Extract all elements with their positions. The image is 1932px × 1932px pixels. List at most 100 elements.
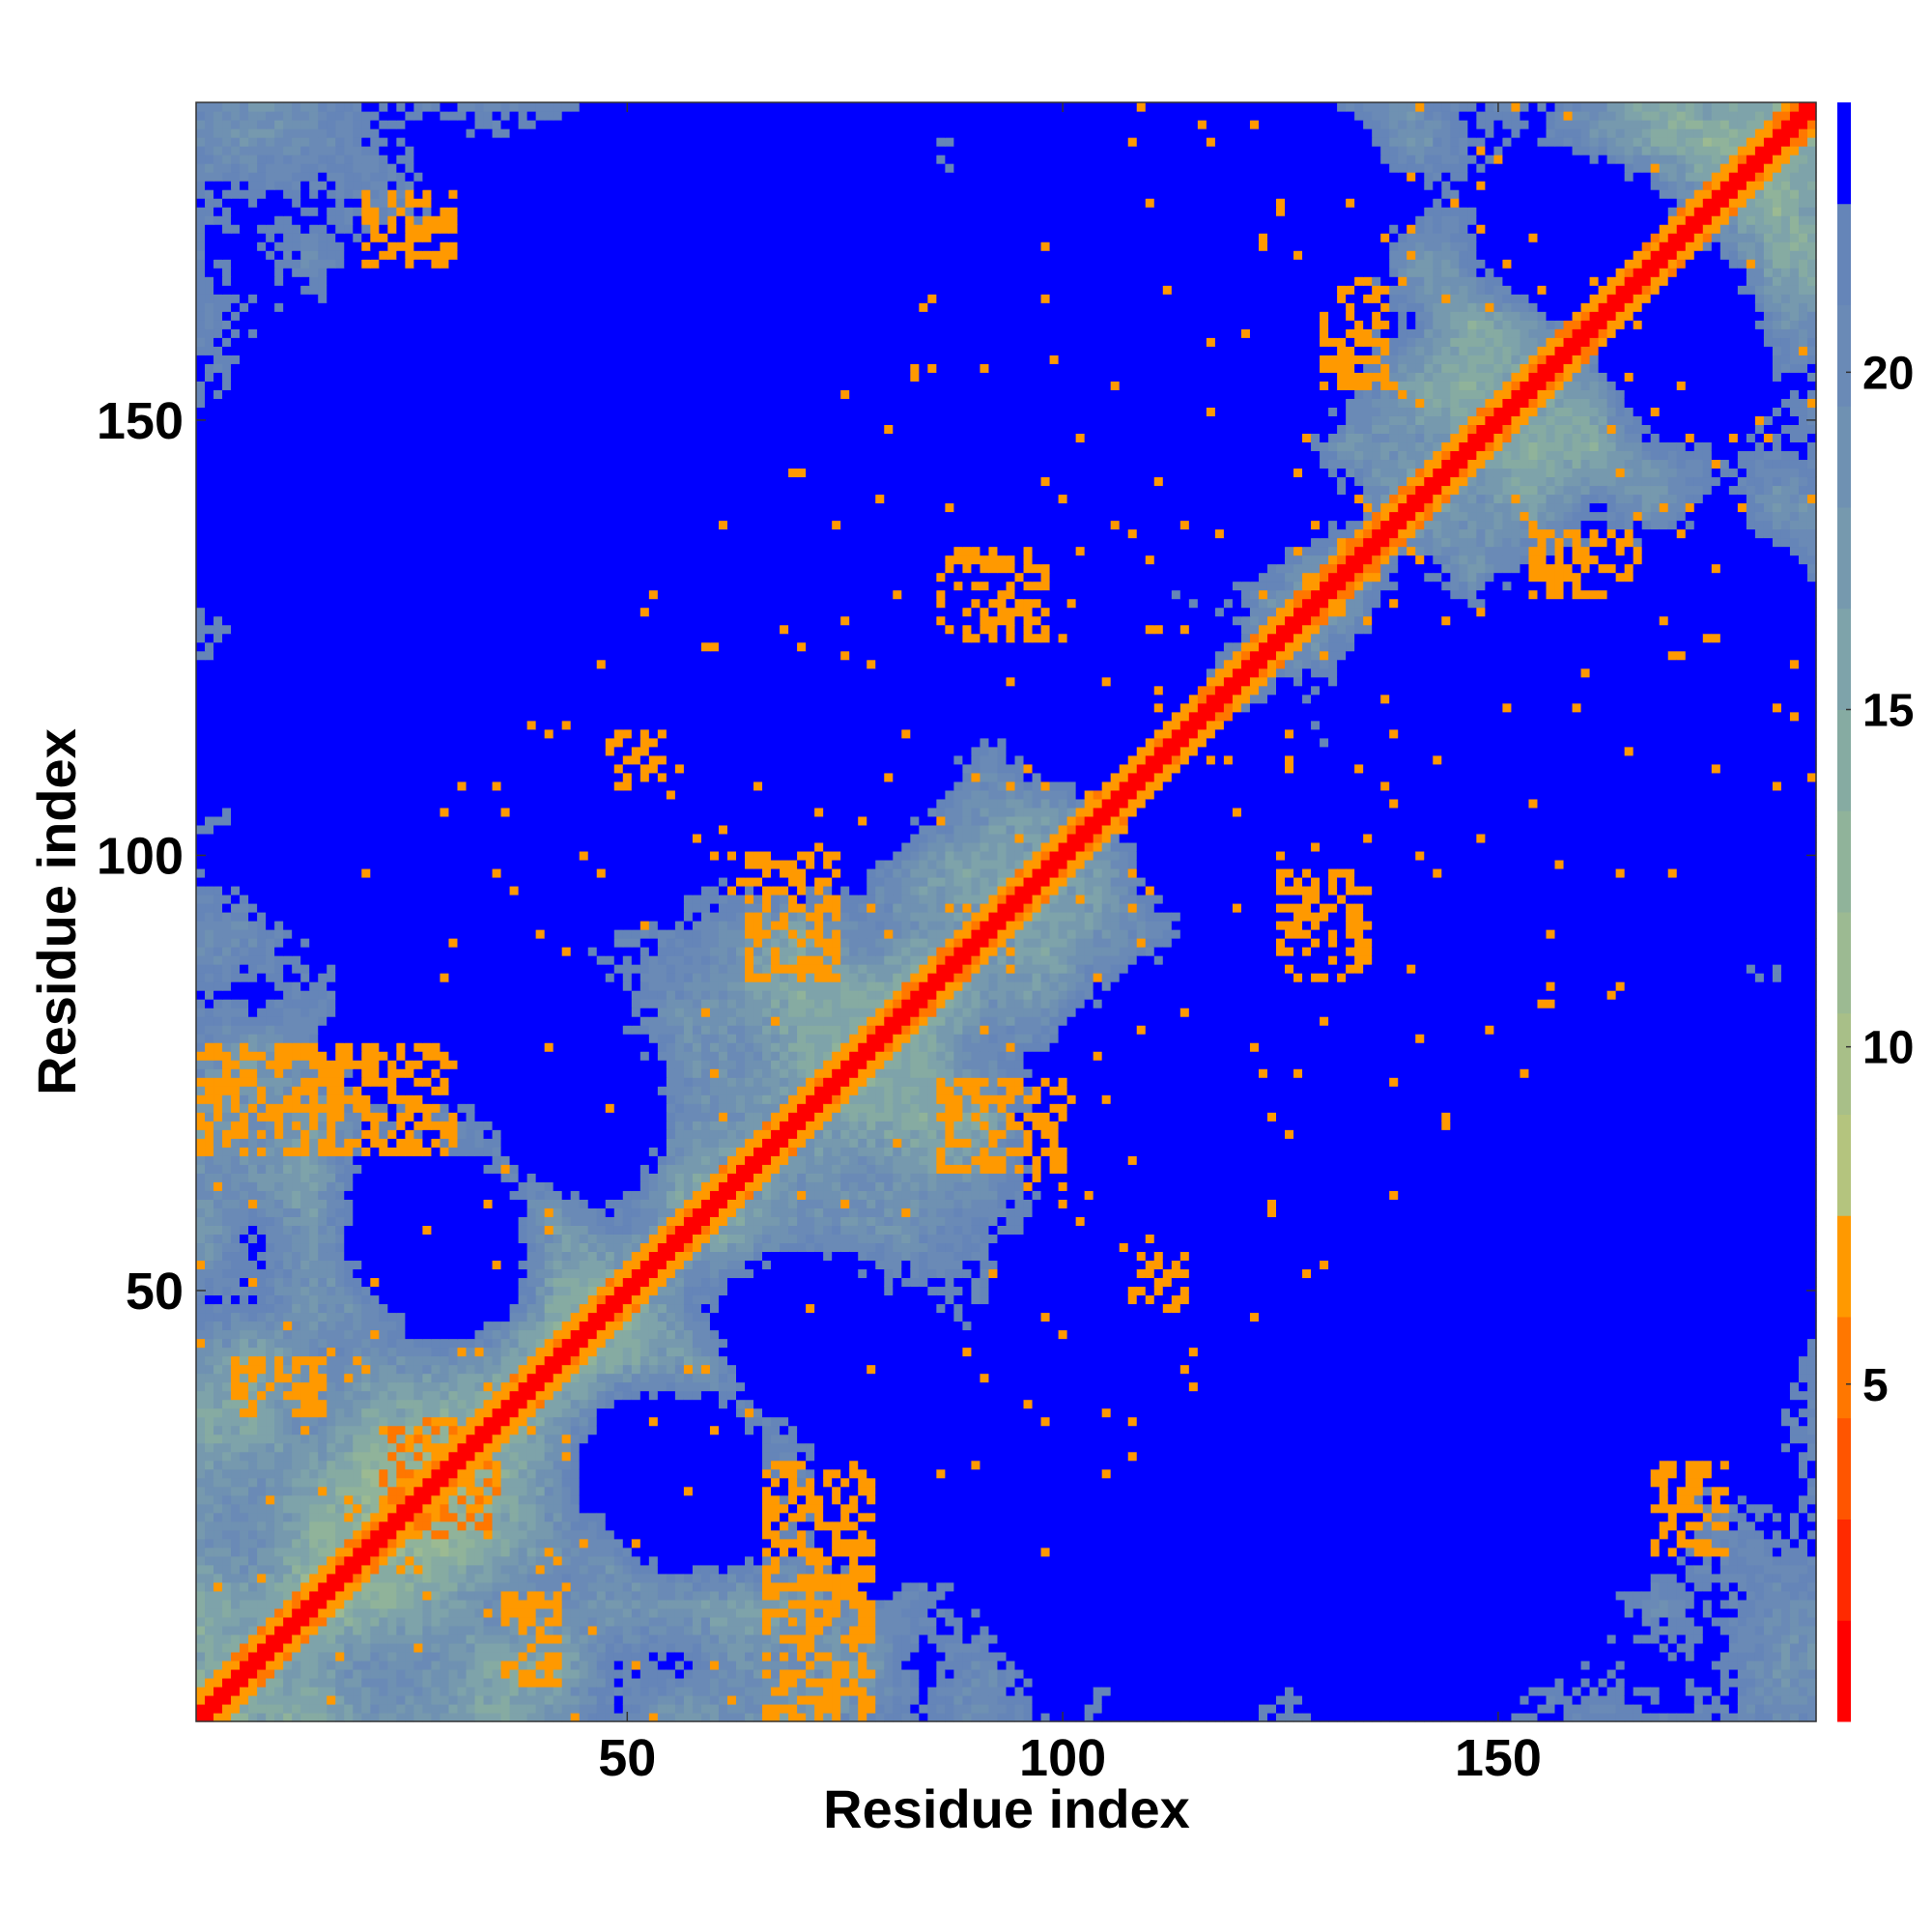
heatmap-cell (431, 1408, 440, 1418)
heatmap-cell (413, 1634, 423, 1644)
heatmap-cell (448, 1330, 458, 1340)
heatmap-cell (405, 1426, 414, 1435)
heatmap-cell (640, 1408, 650, 1418)
heatmap-cell (440, 1356, 449, 1366)
heatmap-cell (292, 1626, 301, 1635)
heatmap-cell (527, 1312, 537, 1321)
heatmap-cell (335, 1556, 345, 1566)
heatmap-cell (562, 1687, 572, 1696)
heatmap-cell (248, 1382, 258, 1392)
heatmap-cell (580, 1600, 589, 1609)
heatmap-cell (527, 1669, 537, 1679)
heatmap-cell (640, 1312, 650, 1321)
heatmap-cell (501, 1294, 511, 1304)
heatmap-cell (379, 1556, 388, 1566)
heatmap-cell (292, 1704, 301, 1714)
heatmap-cell (318, 1356, 327, 1366)
heatmap-cell (422, 1312, 432, 1321)
heatmap-cell (231, 1539, 241, 1548)
heatmap-cell (370, 1652, 380, 1662)
heatmap-cell (196, 1443, 206, 1453)
heatmap-cell (527, 1591, 537, 1601)
heatmap-cell (309, 1565, 319, 1575)
heatmap-cell (545, 1495, 554, 1505)
heatmap-cell (562, 1695, 572, 1705)
heatmap-cell (588, 1548, 598, 1557)
heatmap-cell (493, 1495, 502, 1505)
heatmap-cell (274, 1513, 284, 1522)
heatmap-cell (457, 1582, 467, 1592)
heatmap-cell (571, 1294, 581, 1304)
heatmap-cell (300, 1391, 310, 1401)
heatmap-cell (632, 1626, 641, 1635)
heatmap-cell (440, 1600, 449, 1609)
heatmap-cell (213, 1286, 223, 1295)
heatmap-cell (205, 1294, 214, 1304)
heatmap-cell (484, 1374, 494, 1383)
heatmap-cell (213, 1626, 223, 1635)
heatmap-cell (640, 1469, 650, 1479)
heatmap-cell (283, 1652, 293, 1662)
heatmap-cell (606, 1521, 615, 1531)
heatmap-cell (370, 1461, 380, 1470)
heatmap-cell (353, 1704, 362, 1714)
heatmap-cell (309, 1356, 319, 1366)
heatmap-cell (257, 1365, 267, 1375)
heatmap-cell (457, 1548, 467, 1557)
heatmap-cell (597, 1556, 607, 1566)
heatmap-cell (554, 1303, 563, 1313)
heatmap-cell (475, 1391, 485, 1401)
heatmap-cell (240, 1294, 249, 1304)
heatmap-cell (196, 1600, 206, 1609)
heatmap-cell (597, 1521, 607, 1531)
heatmap-cell (510, 1530, 520, 1540)
heatmap-cell (353, 1669, 362, 1679)
heatmap-cell (536, 1330, 546, 1340)
heatmap-cell (222, 1286, 232, 1295)
heatmap-cell (493, 1435, 502, 1444)
heatmap-cell (571, 1469, 581, 1479)
heatmap-cell (614, 1504, 624, 1514)
heatmap-cell (457, 1356, 467, 1366)
heatmap-cell (571, 1530, 581, 1540)
heatmap-cell (571, 1435, 581, 1444)
heatmap-cell (448, 1652, 458, 1662)
heatmap-cell (431, 1530, 440, 1540)
heatmap-cell (309, 1704, 319, 1714)
heatmap-cell (571, 1408, 581, 1418)
heatmap-cell (501, 1356, 511, 1366)
heatmap-cell (274, 1678, 284, 1688)
heatmap-cell (562, 1495, 572, 1505)
heatmap-cell (580, 1348, 589, 1357)
heatmap-cell (527, 1643, 537, 1653)
heatmap-cell (545, 1530, 554, 1540)
heatmap-cell (292, 1443, 301, 1453)
heatmap-cell (248, 1286, 258, 1295)
heatmap-cell (309, 1617, 319, 1627)
heatmap-cell (205, 1408, 214, 1418)
heatmap-cell (283, 1321, 293, 1331)
heatmap-cell (588, 1417, 598, 1427)
heatmap-cell (588, 1504, 598, 1514)
heatmap-cell (623, 1487, 633, 1496)
heatmap-cell (318, 1469, 327, 1479)
heatmap-cell (649, 1695, 659, 1705)
heatmap-cell (396, 1495, 406, 1505)
heatmap-cell (606, 1495, 615, 1505)
heatmap-cell (431, 1382, 440, 1392)
heatmap-cell (623, 1382, 633, 1392)
heatmap-cell (292, 1661, 301, 1670)
heatmap-cell (309, 1435, 319, 1444)
heatmap-cell (519, 1356, 528, 1366)
heatmap-cell (536, 1565, 546, 1575)
heatmap-cell (283, 1687, 293, 1696)
heatmap-cell (327, 1600, 336, 1609)
heatmap-cell (562, 1330, 572, 1340)
heatmap-cell (396, 1356, 406, 1366)
heatmap-cell (248, 1426, 258, 1435)
heatmap-cell (309, 1687, 319, 1696)
heatmap-cell (396, 1443, 406, 1453)
heatmap-cell (248, 1669, 258, 1679)
heatmap-cell (231, 1582, 241, 1592)
heatmap-cell (196, 1303, 206, 1313)
